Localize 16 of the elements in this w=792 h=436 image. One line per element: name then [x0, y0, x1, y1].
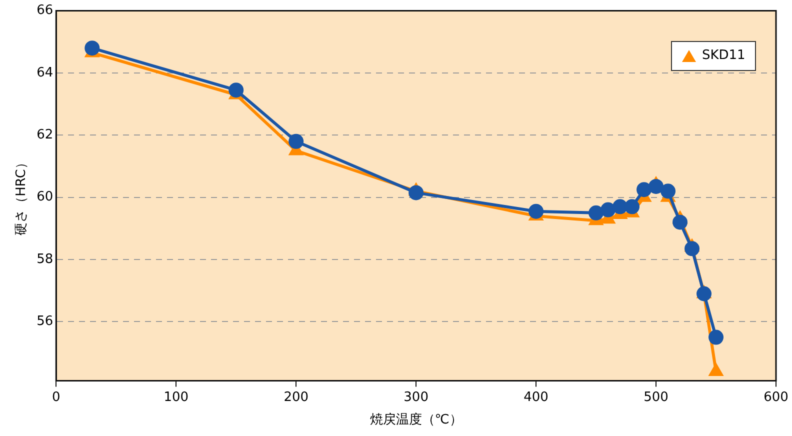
x-tick-label: 500: [644, 390, 668, 405]
x-tick-label: 400: [524, 390, 548, 405]
y-tick-label: 64: [36, 65, 54, 80]
y-tick-label: 62: [36, 128, 54, 143]
legend-label: SKD11: [702, 46, 746, 65]
y-tick-label: 60: [36, 190, 54, 205]
x-tick-label: 300: [404, 390, 428, 405]
x-tick-label: 200: [284, 390, 309, 405]
y-tick-label: 56: [36, 314, 54, 330]
y-tick-label: 66: [36, 3, 54, 18]
y-tick-label: 58: [36, 252, 54, 267]
x-tick-label: 0: [52, 390, 60, 405]
x-tick-label: 100: [164, 390, 189, 405]
x-tick-label: 600: [764, 390, 788, 405]
x-axis-title: 焼戻温度（℃）: [370, 412, 462, 428]
y-axis-title: 硬さ（HRC）: [14, 156, 30, 236]
